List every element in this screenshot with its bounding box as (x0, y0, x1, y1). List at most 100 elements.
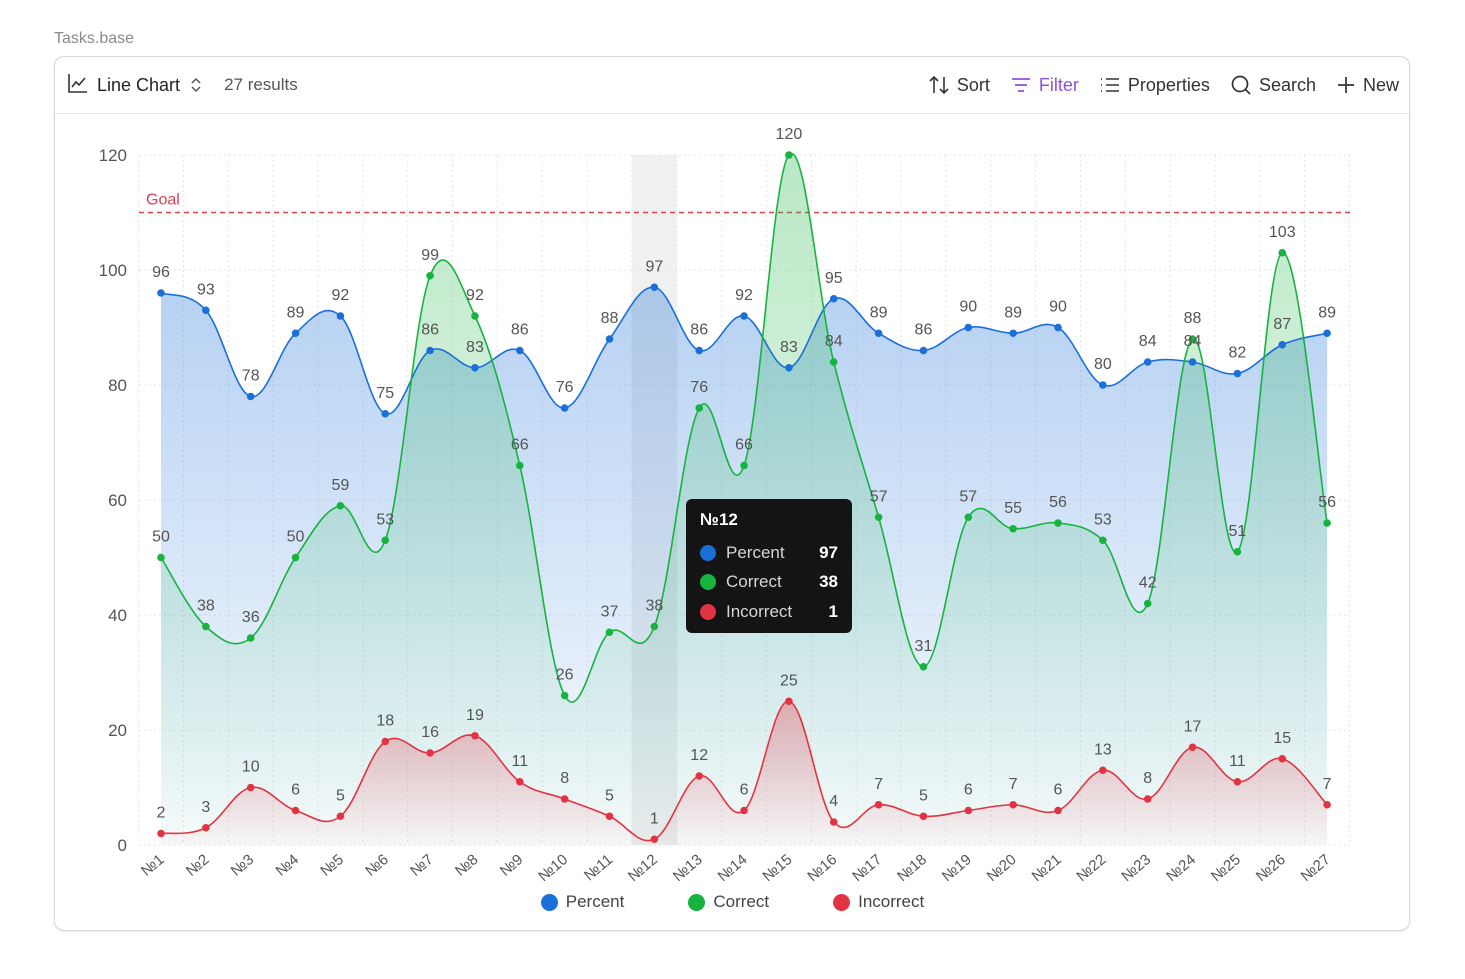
data-label: 13 (1094, 741, 1112, 758)
data-label: 83 (780, 339, 798, 356)
legend-item-correct[interactable]: Correct (688, 892, 769, 912)
data-label: 84 (1139, 333, 1157, 350)
properties-button[interactable]: Properties (1099, 74, 1210, 96)
data-label: 88 (601, 310, 619, 327)
x-tick-label: №8 (452, 851, 482, 880)
data-point (1009, 329, 1017, 338)
y-tick-label: 60 (108, 491, 127, 510)
data-point (874, 513, 883, 522)
data-label: 87 (1273, 316, 1291, 333)
data-label: 55 (1004, 500, 1022, 517)
data-point (964, 806, 973, 815)
series-line (160, 700, 1328, 842)
data-label: 18 (376, 713, 394, 730)
y-tick-label: 20 (108, 721, 127, 740)
search-button[interactable]: Search (1230, 74, 1316, 96)
x-tick-label: №19 (939, 851, 975, 885)
x-tick-label: №18 (894, 851, 930, 885)
data-point (157, 553, 165, 562)
filter-label: Filter (1038, 74, 1079, 95)
data-label: 59 (332, 477, 350, 494)
data-point (560, 795, 569, 803)
data-point (336, 312, 345, 320)
data-label: 120 (776, 126, 803, 143)
tooltip-name: Percent (726, 542, 785, 562)
y-tick-label: 120 (99, 146, 127, 165)
data-label: 97 (645, 258, 663, 275)
x-tick-label: №4 (272, 851, 302, 880)
legend-marker (540, 893, 558, 911)
legend-item-incorrect[interactable]: Incorrect (833, 892, 924, 912)
data-label: 2 (157, 805, 166, 822)
x-tick-label: №17 (849, 851, 885, 885)
data-point (829, 294, 838, 303)
data-point (1054, 323, 1062, 332)
data-point (785, 697, 793, 706)
y-tick-label: 0 (118, 836, 127, 855)
data-point (381, 737, 390, 746)
tooltip-row: Incorrect 1 (700, 597, 838, 627)
data-point (381, 409, 390, 418)
data-label: 75 (376, 385, 394, 402)
data-label: 7 (1009, 776, 1018, 793)
data-label: 19 (466, 707, 484, 724)
line-chart-icon (67, 72, 89, 99)
data-label: 10 (242, 759, 260, 776)
x-tick-label: №14 (715, 851, 751, 885)
y-tick-label: 80 (108, 376, 127, 395)
data-point (157, 289, 165, 297)
filter-button[interactable]: Filter (1010, 74, 1079, 96)
data-point (785, 363, 793, 372)
new-label: New (1362, 74, 1399, 95)
data-label: 76 (556, 379, 574, 396)
data-label: 89 (870, 304, 888, 321)
data-point (785, 151, 793, 159)
legend-label: Correct (713, 892, 770, 911)
x-tick-label: №25 (1208, 851, 1244, 885)
data-point (202, 823, 210, 832)
data-point (426, 346, 434, 355)
data-point (874, 329, 883, 338)
data-point (336, 812, 345, 821)
chart-legend: Percent Correct Incorrect (0, 892, 1465, 912)
data-point (740, 312, 748, 320)
data-point (516, 346, 524, 355)
data-point (829, 818, 838, 826)
tooltip-value: 97 (819, 542, 838, 562)
data-label: 5 (919, 787, 928, 804)
data-point (1054, 519, 1062, 527)
data-point (246, 634, 255, 642)
legend-item-percent[interactable]: Percent (540, 892, 624, 912)
data-label: 11 (1229, 753, 1246, 770)
tooltip-row: Percent 97 (700, 538, 838, 568)
data-point (695, 404, 703, 412)
plus-icon (1336, 75, 1356, 95)
x-tick-label: №23 (1118, 851, 1154, 885)
data-point (829, 358, 838, 366)
data-point (695, 772, 703, 780)
data-label: 7 (1323, 776, 1332, 793)
tooltip-value: 38 (819, 572, 838, 592)
data-point (874, 800, 883, 809)
data-point (605, 628, 614, 637)
x-tick-label: №16 (804, 851, 840, 885)
data-label: 31 (915, 638, 933, 655)
data-label: 8 (560, 770, 569, 787)
toolbar: Line Chart 27 results Sort (55, 57, 1409, 114)
data-label: 82 (1229, 345, 1247, 362)
data-label: 89 (287, 304, 305, 321)
data-label: 42 (1139, 575, 1157, 592)
view-selector[interactable]: Line Chart (65, 68, 204, 103)
data-point (1323, 800, 1331, 809)
sort-button[interactable]: Sort (928, 74, 990, 96)
new-button[interactable]: New (1336, 75, 1399, 96)
sort-label: Sort (956, 74, 990, 95)
data-label: 84 (825, 333, 843, 350)
tooltip-value: 1 (828, 601, 838, 621)
data-label: 5 (605, 787, 614, 804)
data-point (291, 553, 300, 562)
properties-label: Properties (1127, 74, 1210, 95)
data-point (157, 829, 165, 838)
data-point (1233, 547, 1242, 556)
tooltip-title: №12 (700, 510, 738, 529)
